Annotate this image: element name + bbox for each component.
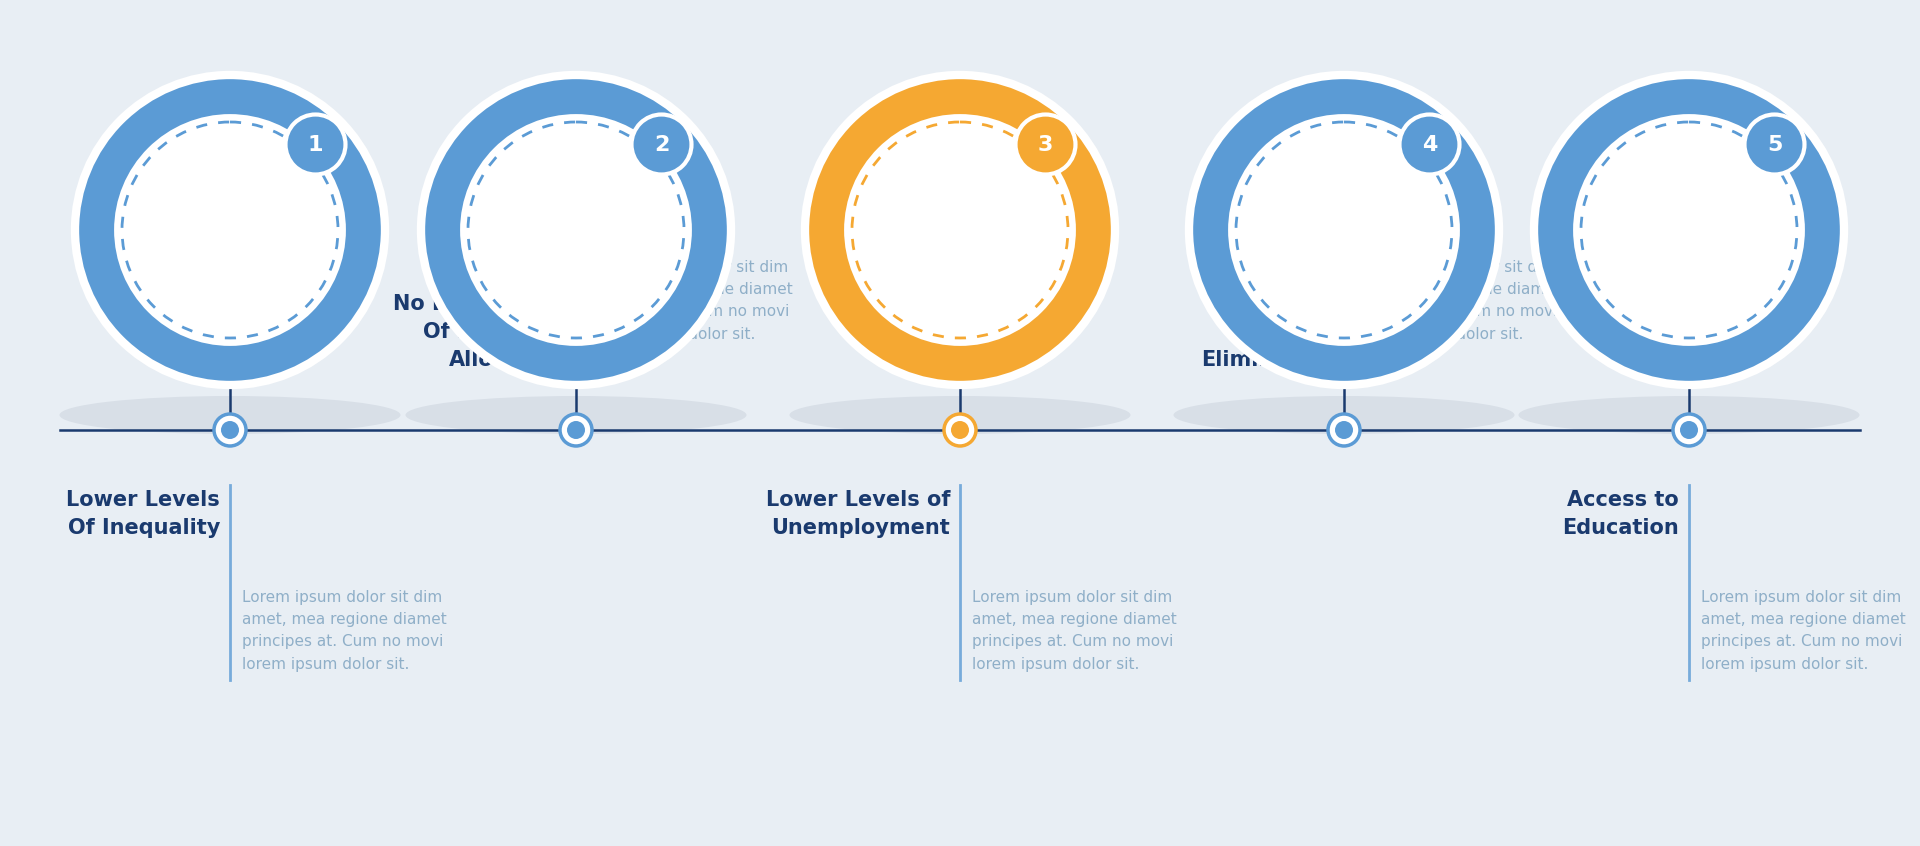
Circle shape: [1400, 114, 1459, 174]
Circle shape: [632, 114, 691, 174]
Ellipse shape: [1519, 396, 1859, 434]
Text: Lorem ipsum dolor sit dim
amet, mea regione diamet
principes at. Cum no movi
lor: Lorem ipsum dolor sit dim amet, mea regi…: [1356, 260, 1561, 342]
Circle shape: [1745, 114, 1805, 174]
Circle shape: [1601, 142, 1778, 318]
Circle shape: [488, 142, 664, 318]
Circle shape: [142, 142, 319, 318]
Circle shape: [1680, 421, 1697, 439]
Text: Lower Levels of
Unemployment: Lower Levels of Unemployment: [766, 490, 950, 538]
Circle shape: [1672, 414, 1705, 446]
Circle shape: [459, 112, 693, 348]
Circle shape: [1329, 414, 1359, 446]
Text: Lower Levels
Of Inequality: Lower Levels Of Inequality: [67, 490, 221, 538]
Circle shape: [804, 75, 1116, 385]
Circle shape: [1334, 421, 1354, 439]
Circle shape: [420, 75, 732, 385]
Text: Lorem ipsum dolor sit dim
amet, mea regione diamet
principes at. Cum no movi
lor: Lorem ipsum dolor sit dim amet, mea regi…: [242, 590, 447, 672]
Text: 2: 2: [655, 135, 670, 155]
Circle shape: [872, 142, 1048, 318]
Circle shape: [1256, 142, 1432, 318]
Text: 3: 3: [1039, 135, 1054, 155]
Circle shape: [111, 112, 348, 348]
Ellipse shape: [405, 396, 747, 434]
Circle shape: [1571, 112, 1807, 348]
Text: Access to
Education: Access to Education: [1563, 490, 1678, 538]
Circle shape: [221, 421, 238, 439]
Text: No Duplication
Of Resource
Allocation: No Duplication Of Resource Allocation: [394, 294, 566, 370]
Circle shape: [286, 114, 346, 174]
Text: Lorem ipsum dolor sit dim
amet, mea regione diamet
principes at. Cum no movi
lor: Lorem ipsum dolor sit dim amet, mea regi…: [588, 260, 793, 342]
Circle shape: [1534, 75, 1843, 385]
Circle shape: [945, 414, 975, 446]
Text: 1: 1: [307, 135, 323, 155]
Circle shape: [1227, 112, 1461, 348]
Circle shape: [950, 421, 970, 439]
Circle shape: [1016, 114, 1075, 174]
Ellipse shape: [1173, 396, 1515, 434]
Ellipse shape: [789, 396, 1131, 434]
Circle shape: [843, 112, 1077, 348]
Text: 5: 5: [1766, 135, 1782, 155]
Circle shape: [566, 421, 586, 439]
Text: Waste
Elimination: Waste Elimination: [1202, 322, 1334, 370]
Circle shape: [561, 414, 591, 446]
Circle shape: [75, 75, 386, 385]
Circle shape: [1188, 75, 1500, 385]
Text: Lorem ipsum dolor sit dim
amet, mea regione diamet
principes at. Cum no movi
lor: Lorem ipsum dolor sit dim amet, mea regi…: [972, 590, 1177, 672]
Ellipse shape: [60, 396, 401, 434]
Text: Lorem ipsum dolor sit dim
amet, mea regione diamet
principes at. Cum no movi
lor: Lorem ipsum dolor sit dim amet, mea regi…: [1701, 590, 1907, 672]
Text: 4: 4: [1423, 135, 1438, 155]
Circle shape: [213, 414, 246, 446]
